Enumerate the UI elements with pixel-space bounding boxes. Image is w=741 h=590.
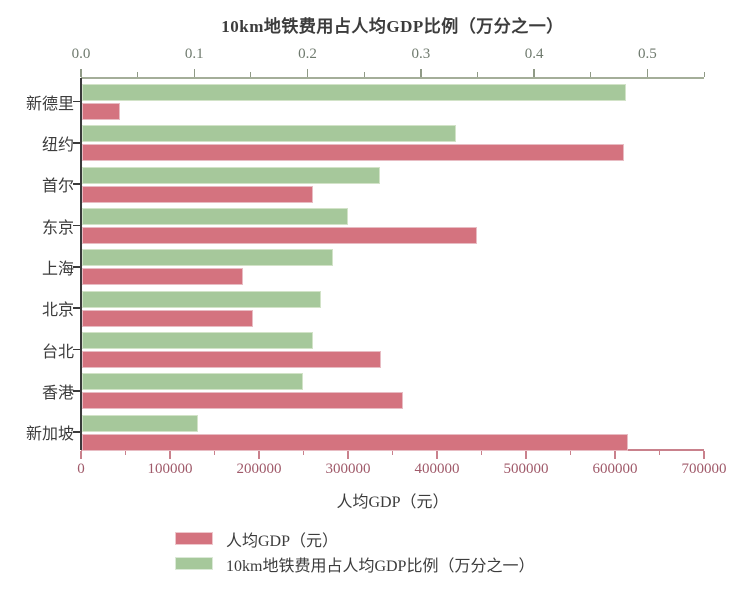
top-major-tick [420, 69, 422, 77]
top-minor-tick [137, 72, 139, 77]
gdp-bar-新德里 [82, 103, 121, 121]
top-minor-tick [476, 72, 478, 77]
gdp-bar-北京 [82, 309, 253, 327]
ratio-bar-上海 [82, 249, 334, 267]
y-axis-tick [73, 431, 81, 433]
bottom-axis-tick-label: 400000 [414, 461, 460, 477]
y-axis-category-label: 首尔 [41, 178, 74, 196]
top-major-tick [533, 69, 535, 77]
legend-item-1: 10km地铁费用占人均GDP比例（万分之一） [175, 551, 534, 576]
gdp-bar-上海 [82, 268, 244, 286]
bottom-minor-tick [392, 451, 393, 455]
top-axis-tick-label: 0.3 [411, 46, 431, 62]
legend-swatch-0 [175, 532, 213, 545]
bottom-major-tick [169, 451, 171, 459]
y-axis-category-label: 纽约 [41, 136, 74, 154]
ratio-bar-北京 [82, 290, 321, 308]
bottom-major-tick [703, 451, 705, 459]
gdp-bar-首尔 [82, 185, 313, 203]
bottom-axis-title: 人均GDP（元） [336, 494, 449, 511]
gdp-bar-香港 [82, 392, 404, 410]
bottom-minor-tick [303, 451, 304, 455]
legend-label-0: 人均GDP（元） [226, 532, 339, 550]
ratio-bar-台北 [82, 331, 314, 349]
bottom-minor-tick [125, 451, 126, 455]
top-axis-tick-label: 0.2 [298, 46, 317, 62]
bottom-axis-tick-label: 700000 [681, 461, 727, 477]
bottom-axis-tick-label: 200000 [236, 461, 282, 477]
gdp-bar-台北 [82, 351, 382, 369]
bottom-axis-tick-label: 100000 [147, 461, 193, 477]
bottom-axis-tick-label: 600000 [592, 461, 638, 477]
top-major-tick [193, 69, 196, 77]
gdp-bar-新加坡 [82, 433, 628, 451]
y-axis-category-label: 台北 [41, 343, 74, 361]
y-axis-category-label: 新加坡 [25, 426, 74, 444]
top-minor-tick [363, 72, 365, 77]
left-axis-line [80, 78, 82, 450]
y-axis-tick [73, 183, 81, 185]
y-axis-tick [73, 224, 81, 227]
gdp-bar-纽约 [82, 144, 624, 162]
ratio-bar-新加坡 [82, 414, 198, 432]
y-axis-tick [73, 142, 81, 144]
legend-swatch-1 [175, 557, 213, 570]
top-axis-tick-label: 0.1 [184, 46, 204, 62]
y-axis-category-label: 新德里 [25, 95, 74, 113]
bottom-major-tick [525, 451, 527, 459]
top-minor-tick [703, 72, 705, 77]
bottom-major-tick [258, 451, 260, 459]
top-axis-tick-label: 0.4 [524, 46, 544, 62]
top-minor-tick [250, 72, 252, 77]
bottom-minor-tick [659, 451, 660, 455]
y-axis-category-label: 香港 [41, 384, 74, 402]
top-axis-tick-label: 0.5 [637, 46, 657, 62]
y-axis-tick [73, 348, 81, 351]
bottom-minor-tick [214, 451, 215, 455]
chart-title: 10km地铁费用占人均GDP比例（万分之一） [221, 17, 564, 36]
bottom-minor-tick [570, 451, 571, 455]
bottom-axis-tick-label: 300000 [325, 461, 371, 477]
legend: 人均GDP（元） 10km地铁费用占人均GDP比例（万分之一） [175, 526, 534, 576]
gdp-bar-东京 [82, 227, 478, 245]
bottom-major-tick [614, 451, 616, 459]
bottom-major-tick [347, 451, 349, 459]
ratio-bar-纽约 [82, 125, 456, 143]
legend-item-0: 人均GDP（元） [175, 526, 534, 551]
bottom-axis-tick-label: 500000 [503, 461, 549, 477]
y-axis-tick [73, 100, 81, 103]
ratio-bar-香港 [82, 373, 303, 391]
legend-label-1: 10km地铁费用占人均GDP比例（万分之一） [226, 557, 535, 575]
bottom-major-tick [436, 451, 438, 459]
bottom-major-tick [80, 451, 82, 459]
y-axis-tick [73, 390, 81, 392]
y-axis-category-label: 上海 [41, 260, 74, 278]
ratio-bar-新德里 [82, 83, 626, 101]
top-major-tick [646, 69, 649, 77]
y-axis-category-label: 东京 [41, 219, 74, 237]
ratio-bar-首尔 [82, 166, 380, 184]
ratio-bar-东京 [82, 207, 349, 225]
bottom-minor-tick [481, 451, 482, 455]
top-major-tick [306, 69, 309, 77]
y-axis-tick [73, 307, 81, 309]
top-minor-tick [590, 72, 592, 77]
y-axis-tick [73, 266, 81, 268]
top-axis-line [81, 77, 704, 79]
top-axis-tick-label: 0.0 [71, 46, 91, 62]
top-major-tick [80, 69, 82, 77]
y-axis-category-label: 北京 [41, 302, 74, 320]
bottom-axis-tick-label: 0 [77, 461, 85, 477]
